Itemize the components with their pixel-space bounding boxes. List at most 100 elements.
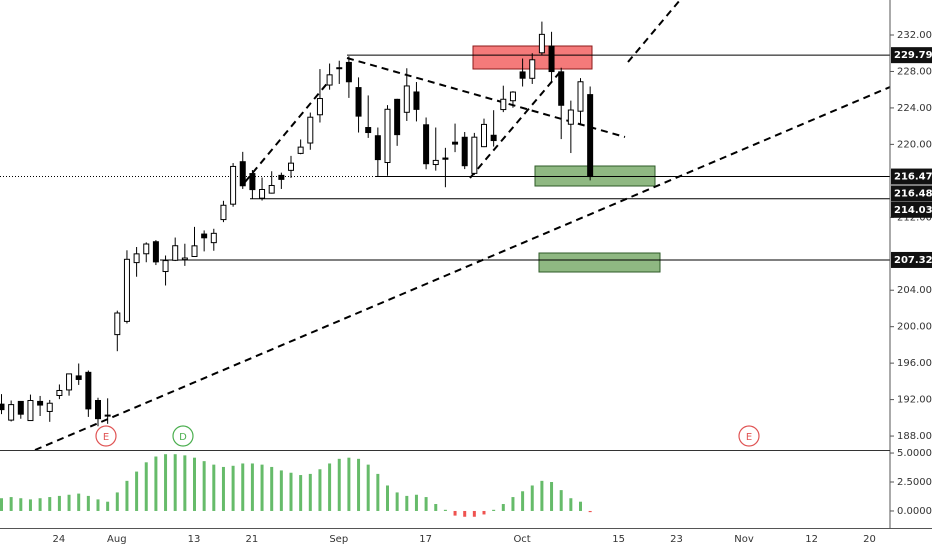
histogram-bar: [366, 464, 370, 511]
candle-body: [191, 245, 198, 257]
event-marker: [738, 425, 760, 447]
histogram-bar: [28, 499, 32, 511]
histogram-bar: [501, 504, 505, 511]
histogram-bar: [270, 466, 274, 511]
x-tick-label: 13: [188, 534, 201, 545]
x-tick-label: 23: [670, 534, 683, 545]
candle-body: [210, 232, 217, 244]
candle-body: [500, 98, 507, 111]
histogram-bar: [511, 497, 515, 511]
histogram-bar: [588, 510, 592, 513]
candle-body: [133, 253, 140, 264]
candle-body: [413, 91, 420, 110]
price-tag: [891, 201, 932, 218]
histogram-bar: [453, 510, 457, 516]
histogram-bar: [96, 499, 100, 511]
candle-body: [538, 33, 545, 54]
histogram-bar: [86, 495, 90, 511]
histogram-bar: [395, 492, 399, 511]
histogram-bar: [77, 493, 81, 511]
trend-line: [346, 57, 626, 138]
y-tick-label: 228.00: [897, 66, 932, 77]
histogram-bar: [308, 473, 312, 511]
histogram-bar: [376, 473, 380, 511]
candle-body: [471, 136, 478, 174]
candle-body: [46, 402, 53, 412]
histogram-bar: [405, 495, 409, 511]
event-marker: [172, 425, 194, 447]
candle-body: [220, 204, 227, 221]
candle-body: [181, 257, 188, 261]
histogram-bar: [193, 457, 196, 511]
candle-body: [95, 400, 101, 420]
candle-body: [66, 373, 73, 391]
x-tick-label: 24: [53, 534, 66, 545]
price-tag: [891, 251, 932, 268]
x-tick-label: Aug: [107, 534, 127, 545]
candle-body: [558, 71, 565, 106]
candle-body: [230, 165, 237, 205]
histogram-bar: [443, 509, 447, 511]
candle-body: [297, 146, 304, 154]
event-label: D: [179, 432, 187, 443]
histogram-bar: [38, 498, 42, 511]
y-tick-label: 2.5000: [897, 477, 932, 488]
candle-body: [548, 45, 555, 73]
price-tag-label: 207.32: [894, 255, 932, 266]
trend-line: [244, 79, 331, 183]
candle-body: [452, 141, 459, 145]
histogram-bar: [135, 471, 139, 511]
x-tick-label: 12: [805, 534, 818, 545]
candle-body: [143, 243, 150, 255]
histogram-bar: [318, 469, 322, 511]
event-marker: [95, 425, 117, 447]
candle-body: [490, 134, 497, 142]
histogram-bar: [347, 457, 351, 511]
candle-body: [259, 188, 266, 199]
candle-body: [577, 81, 584, 112]
histogram-bar: [9, 497, 13, 511]
x-tick-label: 21: [246, 534, 259, 545]
candle-body: [345, 61, 352, 83]
price-tag-label: 229.79: [894, 50, 932, 61]
histogram-bar: [231, 465, 235, 511]
candle-body: [316, 98, 323, 116]
histogram-bar: [424, 497, 428, 511]
candle-body: [56, 389, 63, 396]
candle-body: [442, 157, 449, 160]
histogram-bar: [559, 490, 563, 511]
y-tick-label: 220.00: [897, 139, 932, 150]
trend-lines: [34, 0, 891, 451]
histogram-bar: [144, 462, 148, 511]
histogram-bar: [357, 458, 361, 511]
candle-body: [268, 184, 275, 194]
price-tag: [891, 168, 932, 185]
histogram-bar: [521, 491, 525, 511]
x-tick-label: Oct: [513, 534, 530, 545]
x-tick-label: 20: [863, 534, 876, 545]
candle-body: [0, 403, 5, 411]
price-tag: [891, 185, 932, 202]
histogram-bar: [472, 510, 476, 517]
event-label: E: [746, 432, 752, 443]
candle-body: [519, 71, 526, 79]
histogram-bar: [550, 482, 554, 511]
histogram-bar: [19, 498, 23, 511]
candle-body: [152, 241, 159, 263]
histogram-bar: [125, 480, 129, 511]
y-tick-label: 0.0000: [897, 506, 932, 517]
y-tick-label: 188.00: [897, 431, 932, 442]
histogram-bar: [106, 501, 110, 511]
x-tick-label: 15: [612, 534, 625, 545]
histogram-bar: [463, 510, 467, 517]
candle-body: [481, 123, 487, 148]
histogram-bar: [212, 464, 216, 511]
candle-body: [403, 85, 410, 113]
candle-body: [85, 371, 92, 410]
candle-body: [567, 109, 574, 125]
candle-body: [278, 174, 285, 180]
candle-body: [114, 312, 121, 336]
